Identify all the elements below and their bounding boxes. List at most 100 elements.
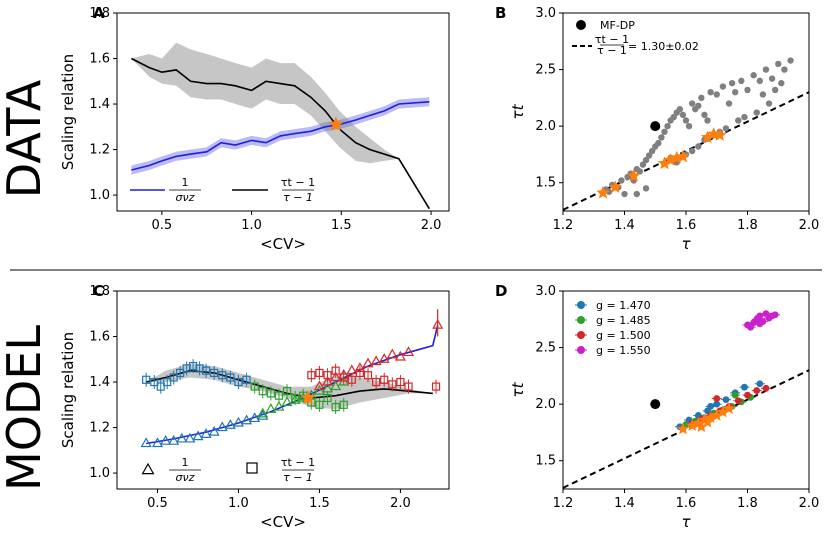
square-marker: [307, 371, 316, 380]
triangle-marker: [140, 437, 152, 448]
square-marker: [339, 400, 348, 409]
legend-inv-label-denominator: σνz: [176, 471, 195, 484]
legend-marker: [577, 316, 585, 324]
mfdp-point: [650, 399, 661, 410]
square-marker: [323, 371, 332, 380]
gray-data-point: [642, 185, 650, 192]
x-tick-label: 1.4: [614, 218, 635, 233]
square-marker: [388, 380, 397, 389]
legend-label: g = 1.470: [596, 299, 651, 312]
triangle-marker: [151, 437, 164, 448]
y-tick-label: 1.4: [89, 97, 110, 112]
x-axis-label: <CV>: [260, 235, 306, 253]
inv-line: [146, 324, 439, 445]
y-tick-label: 1.0: [89, 466, 110, 481]
square-marker: [242, 375, 251, 384]
x-tick-label: 2.0: [421, 218, 442, 233]
y-tick-label: 3.0: [535, 6, 556, 21]
gray-data-point: [661, 128, 668, 135]
square-marker: [274, 391, 284, 400]
square-marker: [396, 377, 405, 387]
triangle-marker: [346, 364, 358, 375]
x-tick-label: 0.5: [147, 496, 168, 511]
gray-data-point: [787, 57, 794, 64]
triangle-marker: [192, 430, 204, 441]
panel-letter-a: A: [93, 4, 105, 22]
y-tick-label: 1.8: [89, 6, 110, 21]
gray-data-point: [741, 113, 748, 121]
orange-star-point: [713, 128, 727, 141]
gray-data-point: [722, 125, 730, 132]
panel-letter-c: C: [93, 282, 104, 300]
orange-star-point: [596, 185, 610, 199]
triangle-marker: [216, 421, 228, 432]
y-tick-label: 1.5: [535, 176, 556, 191]
group-data-point: [771, 311, 779, 319]
x-tick-label: 2.0: [799, 496, 820, 511]
orange-star-point: [701, 415, 714, 428]
triangle-marker: [257, 407, 269, 418]
triangle-marker: [184, 432, 196, 443]
y-tick-label: 1.2: [89, 143, 110, 158]
gray-data-point: [756, 77, 763, 85]
gray-data-point: [704, 117, 711, 124]
gray-data-point: [698, 94, 705, 102]
legend-ratio-label-denominator: τ − 1: [283, 191, 313, 204]
x-tick-label: 1.0: [228, 496, 249, 511]
gray-data-point: [605, 188, 613, 195]
square-marker: [331, 402, 340, 412]
x-tick-label: 1.2: [553, 496, 574, 511]
legend-fit-numerator: τt − 1: [595, 33, 629, 46]
group-data-point: [713, 395, 721, 402]
gray-data-point: [655, 139, 662, 147]
series-inv-line: [131, 101, 430, 171]
x-tick-label: 1.5: [309, 496, 330, 511]
gray-data-point: [735, 117, 742, 124]
fit-line: [562, 369, 810, 489]
y-tick-label: 1.4: [89, 375, 110, 390]
gray-data-point: [719, 83, 727, 90]
gray-data-point: [679, 111, 687, 119]
y-tick-label: 3.0: [535, 284, 556, 299]
gray-data-point: [781, 66, 788, 73]
square-marker: [210, 368, 219, 378]
gray-data-point: [658, 134, 665, 141]
square-marker: [404, 382, 413, 391]
triangle-marker: [160, 434, 172, 445]
x-tick-label: 2.0: [799, 218, 820, 233]
y-tick-label: 2.0: [535, 397, 556, 412]
legend-square-marker: [246, 462, 258, 474]
square-marker: [372, 377, 381, 387]
y-tick-label: 1.0: [89, 188, 110, 203]
triangle-marker: [249, 412, 261, 423]
legend-inv-label-numerator: 1: [182, 176, 189, 189]
y-axis-label: Scaling relation: [59, 332, 77, 448]
legend-triangle-marker: [141, 462, 155, 475]
group-data-point: [731, 391, 739, 399]
triangle-marker: [200, 428, 212, 438]
triangle-marker: [208, 425, 220, 436]
square-marker: [234, 377, 243, 387]
orange-star-point: [657, 156, 672, 170]
triangle-marker: [378, 353, 390, 363]
y-tick-label: 1.6: [89, 52, 110, 67]
gray-data-point: [682, 117, 690, 124]
gray-data-point: [762, 66, 770, 73]
orange-star-point: [676, 422, 690, 435]
gray-data-point: [732, 89, 739, 96]
group-data-point: [756, 320, 764, 328]
square-marker: [250, 382, 259, 391]
legend-marker: [577, 346, 585, 354]
triangle-marker: [232, 416, 244, 427]
triangle-marker: [322, 375, 334, 386]
legend-marker: [577, 331, 585, 339]
group-data-point: [744, 391, 751, 399]
legend-label: g = 1.500: [596, 329, 651, 342]
square-marker: [176, 368, 185, 378]
triangle-marker: [313, 380, 325, 391]
square-marker: [150, 377, 159, 387]
square-marker: [218, 371, 227, 380]
x-axis-label: τ: [681, 513, 691, 531]
orange-star-point: [695, 420, 708, 432]
gray-data-point: [664, 122, 671, 130]
